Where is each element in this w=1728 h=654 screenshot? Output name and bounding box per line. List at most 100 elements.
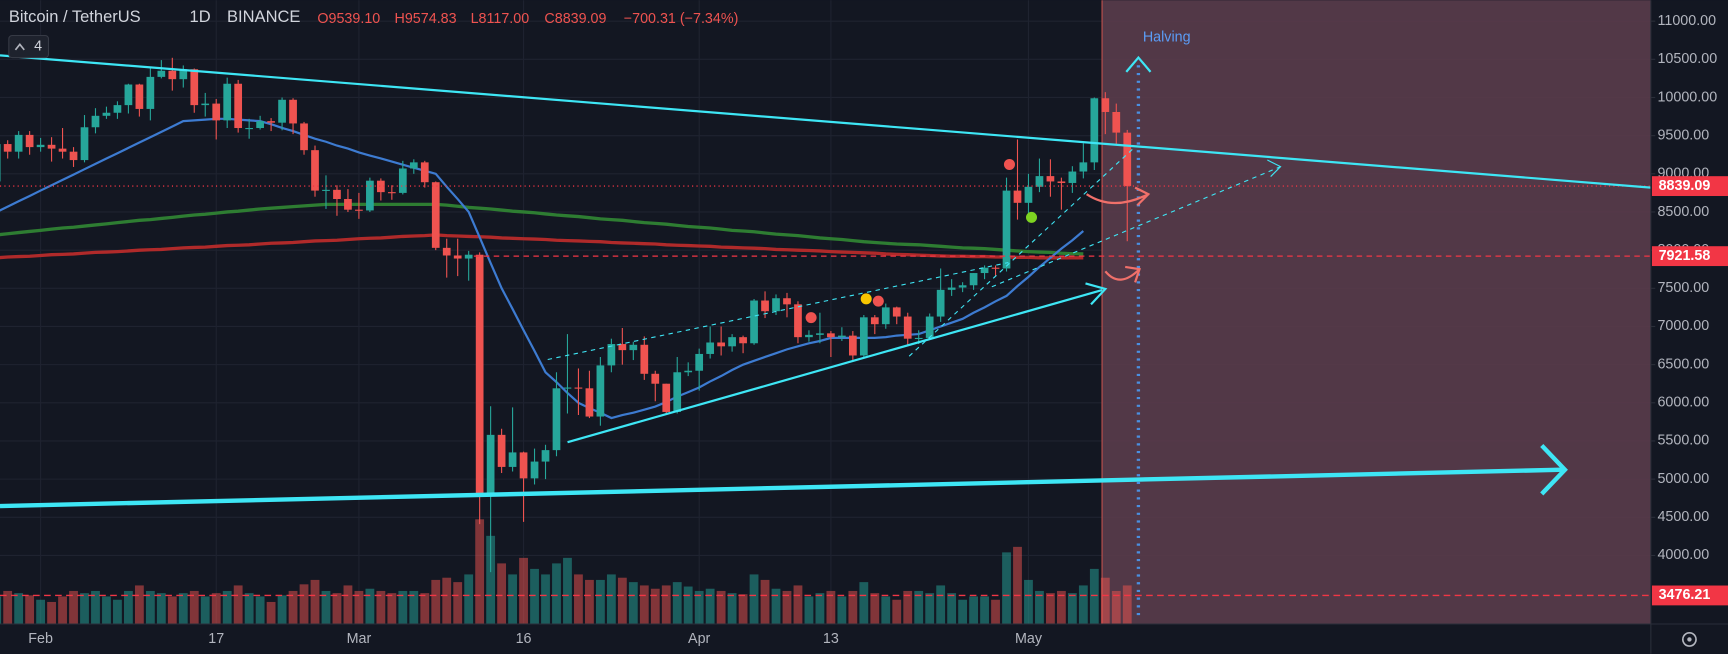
indicator-toggle[interactable] — [8, 34, 50, 59]
candle-body — [409, 162, 418, 169]
candle-body — [838, 335, 846, 338]
trend-line — [567, 289, 1103, 444]
settings-icon[interactable] — [1681, 631, 1697, 647]
volume-bar — [914, 590, 924, 624]
candle-body — [640, 344, 649, 374]
volume-bar — [222, 590, 232, 624]
y-tick-label: 9500.00 — [1657, 127, 1709, 143]
candle-body — [1101, 98, 1110, 112]
volume-bar — [409, 590, 419, 624]
curved-arrow — [1086, 193, 1149, 205]
legend-close: C8839.09 — [544, 11, 606, 27]
volume-bar — [1046, 593, 1055, 624]
candle-body — [69, 151, 78, 161]
volume-bar — [848, 590, 858, 624]
candle-body — [925, 316, 934, 338]
volume-bar — [1111, 590, 1121, 624]
volume-bar — [1035, 590, 1044, 624]
x-tick-label: Feb — [28, 631, 53, 647]
candle-body — [47, 144, 56, 149]
arrow-head — [1125, 55, 1152, 73]
volume-bar — [782, 590, 792, 624]
candle-body — [256, 121, 264, 129]
volume-bar — [991, 599, 1000, 624]
candle-body — [585, 388, 594, 417]
volume-bar — [870, 593, 880, 624]
price-label-box — [1651, 585, 1728, 606]
volume-bar — [793, 585, 803, 624]
volume-bar — [299, 584, 309, 624]
candle-body — [1057, 181, 1066, 183]
candle-body — [234, 83, 243, 129]
volume-bar — [36, 599, 46, 624]
volume-bar — [980, 596, 989, 624]
volume-bar — [431, 579, 441, 624]
volume-bar — [464, 574, 474, 624]
y-tick-label: 7000.00 — [1657, 318, 1709, 334]
price-label-box — [1651, 246, 1728, 267]
volume-bar — [530, 568, 539, 624]
volume-bar — [244, 593, 254, 624]
gear — [1681, 631, 1697, 647]
candle-body — [739, 337, 747, 344]
candle-body — [827, 333, 835, 338]
candle-body — [442, 247, 451, 256]
volume-bar — [749, 574, 759, 624]
volume-bar — [815, 593, 825, 624]
candle-body — [1002, 190, 1011, 269]
candle-body — [662, 383, 671, 412]
candle-body — [903, 316, 912, 339]
arrow-head — [1085, 282, 1108, 306]
volume-bar — [804, 596, 814, 624]
volume-bar — [321, 590, 331, 624]
candle-body — [179, 69, 188, 80]
x-tick-label: May — [1015, 631, 1043, 647]
x-tick-label: 16 — [516, 631, 532, 647]
candle-body — [651, 373, 660, 384]
candle-body — [881, 307, 890, 325]
price-label: 3476.21 — [1659, 587, 1711, 603]
volume-bar — [936, 585, 946, 624]
volume-bar — [354, 590, 364, 624]
moving-average — [0, 117, 1085, 420]
volume-bar — [266, 601, 276, 624]
candle-body — [344, 199, 352, 210]
volume-bar — [178, 593, 188, 624]
legend-open: O9539.10 — [317, 11, 380, 27]
candle-body — [25, 134, 34, 148]
volume-bar — [80, 593, 89, 624]
volume-bar — [563, 557, 572, 624]
candle-body — [958, 285, 967, 288]
volume-bar — [475, 519, 485, 624]
candle-body — [333, 189, 341, 200]
drawings: Halving — [0, 29, 1651, 616]
y-tick-label: 4500.00 — [1657, 509, 1709, 525]
volume-bar — [881, 596, 891, 624]
signal-dot — [1026, 211, 1038, 223]
candle-body — [684, 370, 693, 373]
volume-bar — [365, 588, 375, 624]
candle-body — [1123, 132, 1132, 187]
volume-bar — [255, 596, 265, 624]
volume-bar — [574, 574, 583, 624]
volume-bar — [1078, 585, 1088, 624]
candle-body — [124, 84, 133, 106]
volume-bar — [343, 585, 353, 624]
volume-bar — [233, 585, 243, 624]
volume-bar — [398, 590, 408, 624]
signal-dot — [1003, 158, 1015, 170]
volume-bar — [606, 574, 616, 624]
volume-bar — [672, 582, 682, 624]
volume-bar — [738, 594, 748, 624]
volume-bar — [519, 557, 528, 624]
candle-body — [278, 99, 286, 123]
volume-bar — [650, 588, 660, 624]
volume-bar — [453, 582, 463, 624]
candle-body — [420, 162, 429, 183]
x-tick-label: 17 — [208, 631, 224, 647]
candle-body — [980, 267, 989, 274]
volume-bar — [58, 596, 67, 624]
exchange: BINANCE — [227, 7, 300, 26]
x-tick-label: Apr — [688, 631, 711, 647]
volume-bar — [277, 595, 287, 624]
